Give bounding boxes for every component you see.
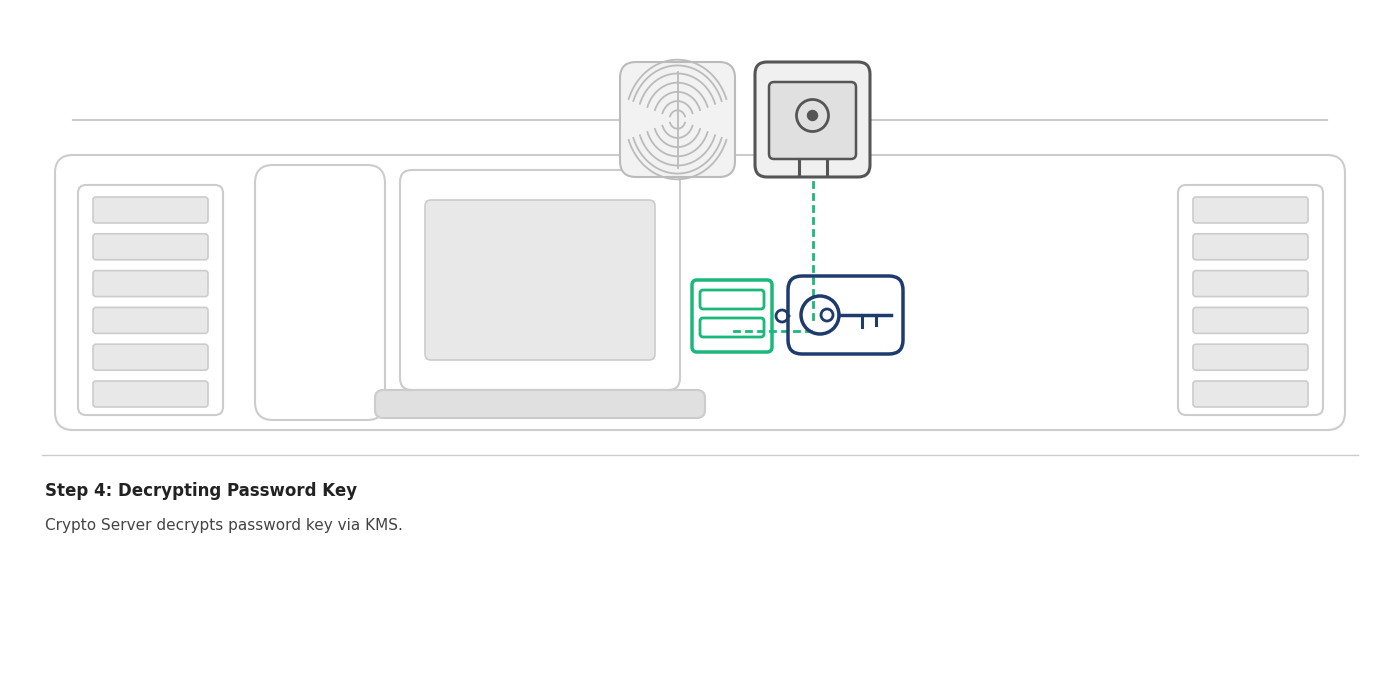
Circle shape [808,111,818,120]
FancyBboxPatch shape [92,234,209,260]
FancyBboxPatch shape [1193,271,1308,297]
FancyBboxPatch shape [769,82,855,159]
Text: Crypto Server decrypts password key via KMS.: Crypto Server decrypts password key via … [45,518,403,533]
FancyBboxPatch shape [92,381,209,407]
FancyBboxPatch shape [92,271,209,297]
FancyBboxPatch shape [92,344,209,370]
FancyBboxPatch shape [1193,344,1308,370]
FancyBboxPatch shape [1193,234,1308,260]
FancyBboxPatch shape [1193,197,1308,223]
FancyBboxPatch shape [1193,381,1308,407]
FancyBboxPatch shape [92,307,209,333]
FancyBboxPatch shape [755,62,869,177]
FancyBboxPatch shape [375,390,706,418]
Text: Step 4: Decrypting Password Key: Step 4: Decrypting Password Key [45,482,357,500]
FancyBboxPatch shape [620,62,735,177]
FancyBboxPatch shape [426,200,655,360]
FancyBboxPatch shape [92,197,209,223]
FancyBboxPatch shape [1193,307,1308,333]
